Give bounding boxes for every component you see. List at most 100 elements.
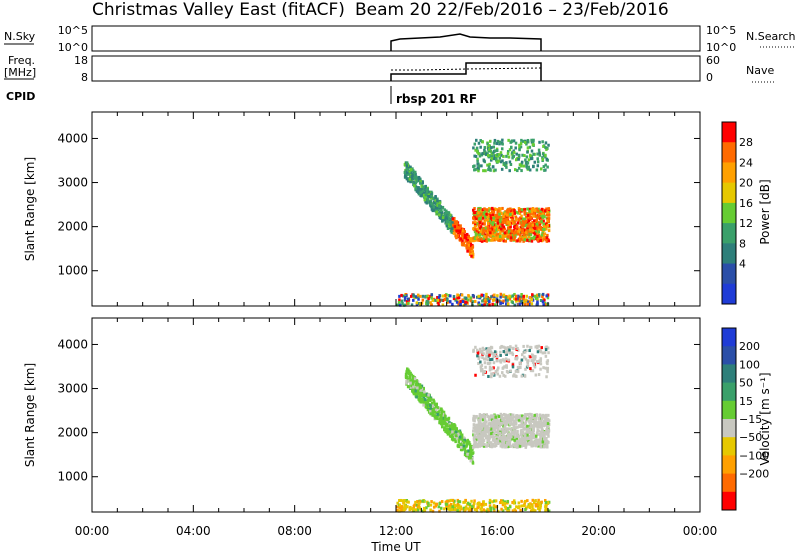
heatmap-cell [438, 421, 441, 425]
heatmap-cell [452, 227, 456, 231]
heatmap-cell [536, 216, 540, 220]
time-tick-label: 08:00 [277, 524, 312, 538]
heatmap-cell [438, 213, 441, 217]
heatmap-cell [472, 165, 475, 169]
heatmap-cell [500, 344, 503, 348]
heatmap-cell [402, 303, 406, 307]
heatmap-cell [446, 424, 450, 428]
heatmap-cell [481, 303, 485, 307]
power-frame [91, 111, 701, 307]
heatmap-cell [445, 209, 448, 213]
heatmap-cell [445, 216, 448, 220]
heatmap-cell [532, 219, 536, 223]
heatmap-cell [545, 236, 549, 240]
heatmap-cell [429, 503, 433, 507]
heatmap-cell [505, 154, 508, 158]
heatmap-cell [523, 217, 526, 221]
heatmap-cell [520, 419, 524, 423]
heatmap-cell [402, 506, 406, 510]
heatmap-cell [480, 209, 483, 213]
heatmap-cell [417, 186, 420, 190]
heatmap-cell [527, 235, 531, 239]
heatmap-cell [475, 509, 479, 513]
heatmap-cell [400, 293, 403, 297]
heatmap-cell [541, 429, 544, 433]
heatmap-cell [525, 442, 529, 446]
heatmap-cell [479, 430, 483, 434]
heatmap-cell [547, 434, 550, 438]
heatmap-cell [538, 509, 541, 513]
heatmap-cell [544, 346, 548, 350]
y-tick-label: 3000 [57, 382, 88, 396]
heatmap-cell [405, 164, 409, 168]
heatmap-cell [422, 185, 425, 189]
heatmap-cell [440, 298, 443, 302]
heatmap-cell [490, 429, 494, 433]
heatmap-cell [517, 166, 521, 170]
heatmap-cell [418, 181, 422, 185]
heatmap-cell [521, 228, 524, 232]
heatmap-cell [436, 417, 439, 421]
heatmap-cell [478, 503, 482, 507]
heatmap-cell [501, 221, 505, 225]
heatmap-cell [409, 180, 412, 184]
heatmap-cell [546, 296, 550, 300]
heatmap-cell [520, 437, 524, 441]
heatmap-cell [477, 238, 481, 242]
heatmap-cell [424, 295, 427, 299]
heatmap-cell [451, 302, 454, 306]
heatmap-cell [451, 426, 454, 430]
heatmap-cell [478, 435, 482, 439]
heatmap-cell [478, 432, 481, 436]
heatmap-cell [534, 424, 538, 428]
heatmap-cell [524, 357, 528, 361]
heatmap-cell [527, 231, 531, 235]
heatmap-cell [449, 229, 453, 233]
heatmap-cell [528, 506, 532, 510]
heatmap-cell [530, 138, 533, 142]
heatmap-cell [536, 160, 540, 164]
heatmap-cell [464, 239, 467, 243]
heatmap-cell [511, 156, 514, 160]
heatmap-cell [477, 231, 481, 235]
heatmap-cell [496, 372, 499, 376]
heatmap-cell [470, 499, 473, 503]
heatmap-cell [416, 500, 419, 504]
heatmap-cell [482, 500, 485, 504]
heatmap-cell [416, 508, 420, 512]
heatmap-cell [432, 408, 435, 412]
heatmap-cell [520, 431, 524, 435]
heatmap-cell [492, 435, 495, 439]
heatmap-cell [491, 423, 495, 427]
heatmap-cell [538, 433, 542, 437]
heatmap-cell [405, 167, 408, 171]
heatmap-cell [413, 170, 417, 174]
heatmap-cell [481, 442, 485, 446]
heatmap-cell [404, 376, 408, 380]
heatmap-cell [514, 294, 518, 298]
heatmap-cell [508, 169, 511, 173]
heatmap-cell [538, 221, 541, 225]
heatmap-cell [488, 365, 492, 369]
heatmap-cell [434, 402, 437, 406]
heatmap-cell [483, 146, 487, 150]
heatmap-cell [487, 434, 490, 438]
heatmap-cell [518, 217, 521, 221]
heatmap-cell [530, 208, 534, 212]
heatmap-cell [467, 449, 470, 453]
heatmap-cell [422, 188, 426, 192]
colorbar-tick-label: 50 [739, 377, 753, 390]
colorbar-swatch [722, 142, 736, 163]
heatmap-cell [456, 225, 459, 229]
heatmap-cell [544, 506, 548, 510]
heatmap-cell [500, 422, 503, 426]
heatmap-cell [531, 369, 535, 373]
heatmap-cell [511, 213, 515, 217]
heatmap-cell [409, 371, 412, 375]
heatmap-cell [497, 441, 500, 445]
heatmap-cell [526, 302, 529, 306]
heatmap-cell [545, 375, 548, 379]
velocity-ylabel: Slant Range [km] [23, 363, 37, 467]
heatmap-cell [515, 445, 519, 449]
